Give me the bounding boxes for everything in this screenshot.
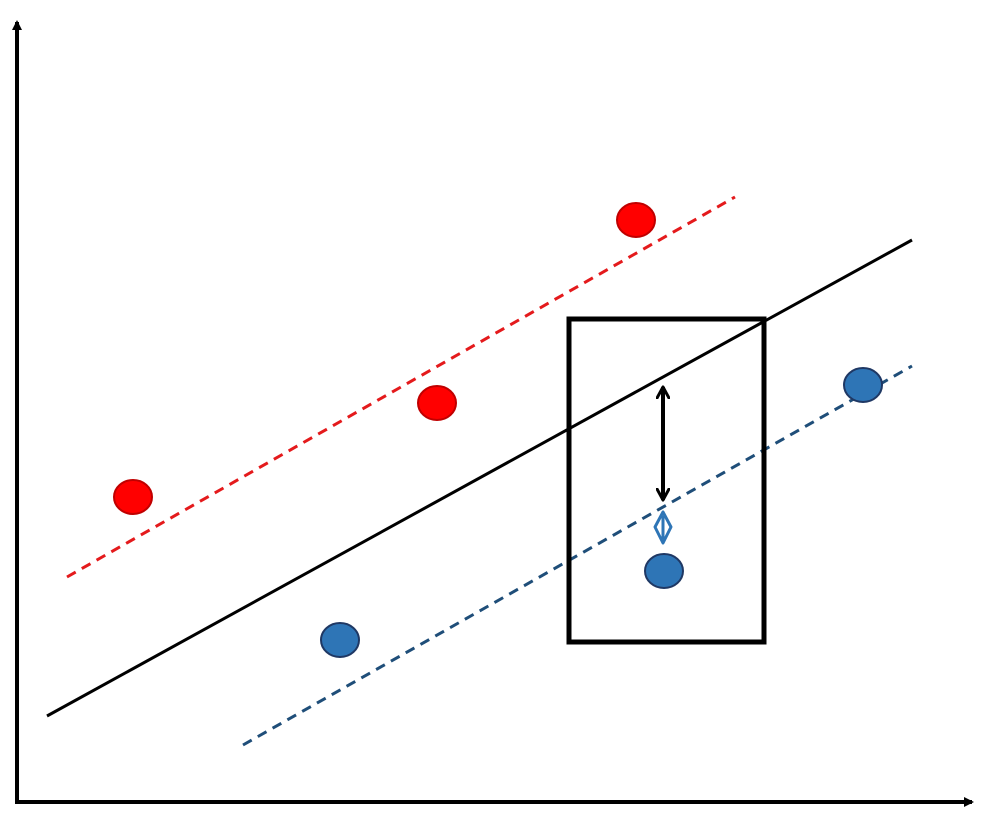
red-point: [113, 479, 153, 515]
slack-marker: [653, 510, 673, 545]
red-point: [417, 385, 457, 421]
separating-hyperplane: [46, 238, 913, 718]
blue-point: [843, 367, 883, 403]
red-point: [616, 202, 656, 238]
red-points: [113, 202, 656, 515]
blue-point: [644, 553, 684, 589]
positive-margin-line: [66, 195, 736, 579]
negative-margin-line: [242, 364, 913, 747]
blue-point: [320, 622, 360, 658]
highlight-box: [566, 316, 767, 645]
blue-points: [320, 367, 883, 658]
